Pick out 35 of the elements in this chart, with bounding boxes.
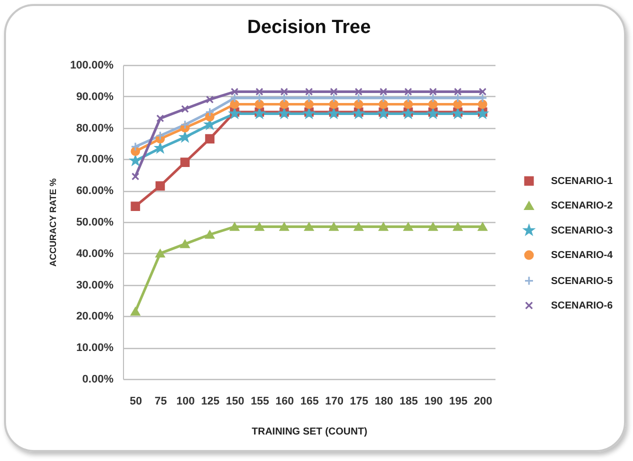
legend-label: SCENARIO-1 — [551, 176, 614, 187]
x-tick-label: 160 — [276, 396, 294, 408]
x-tick-label: 185 — [400, 396, 418, 408]
y-tick-label: 30.00% — [76, 279, 114, 292]
x-tick-label: 170 — [325, 396, 344, 408]
x-tick-label: 75 — [154, 396, 167, 408]
y-axis-title: ACCURACY RATE % — [48, 178, 58, 267]
y-tick-label: 40.00% — [76, 248, 114, 260]
x-tick-label: 175 — [350, 396, 368, 408]
y-tick-label: 10.00% — [76, 342, 114, 354]
y-tick-label: 50.00% — [76, 216, 114, 228]
legend-label: SCENARIO-2 — [551, 200, 614, 212]
x-axis-title: TRAINING SET (COUNT) — [252, 426, 368, 438]
x-tick-label: 200 — [474, 396, 492, 408]
legend-label: SCENARIO-6 — [551, 300, 614, 312]
x-tick-label: 150 — [226, 396, 244, 408]
legend-label: SCENARIO-4 — [551, 250, 614, 262]
y-tick-label: 100.00% — [70, 60, 114, 72]
x-tick-label: 155 — [250, 396, 270, 408]
x-tick-label: 195 — [449, 396, 468, 408]
x-tick-label: 190 — [424, 396, 443, 408]
x-tick-label: 50 — [130, 396, 142, 408]
y-tick-label: 80.00% — [76, 122, 114, 134]
x-tick-label: 100 — [176, 396, 195, 408]
y-tick-label: 60.00% — [76, 185, 114, 198]
y-tick-label: 20.00% — [76, 310, 114, 323]
x-tick-label: 180 — [374, 396, 394, 408]
y-tick-label: 70.00% — [76, 154, 114, 166]
x-tick-label: 165 — [300, 396, 319, 408]
legend-label: SCENARIO-5 — [551, 276, 614, 287]
y-tick-label: 0.00% — [82, 374, 114, 386]
chart-title: Decision Tree — [247, 17, 371, 38]
legend-label: SCENARIO-3 — [551, 225, 614, 236]
y-tick-label: 90.00% — [76, 90, 114, 103]
x-tick-label: 125 — [201, 396, 220, 408]
